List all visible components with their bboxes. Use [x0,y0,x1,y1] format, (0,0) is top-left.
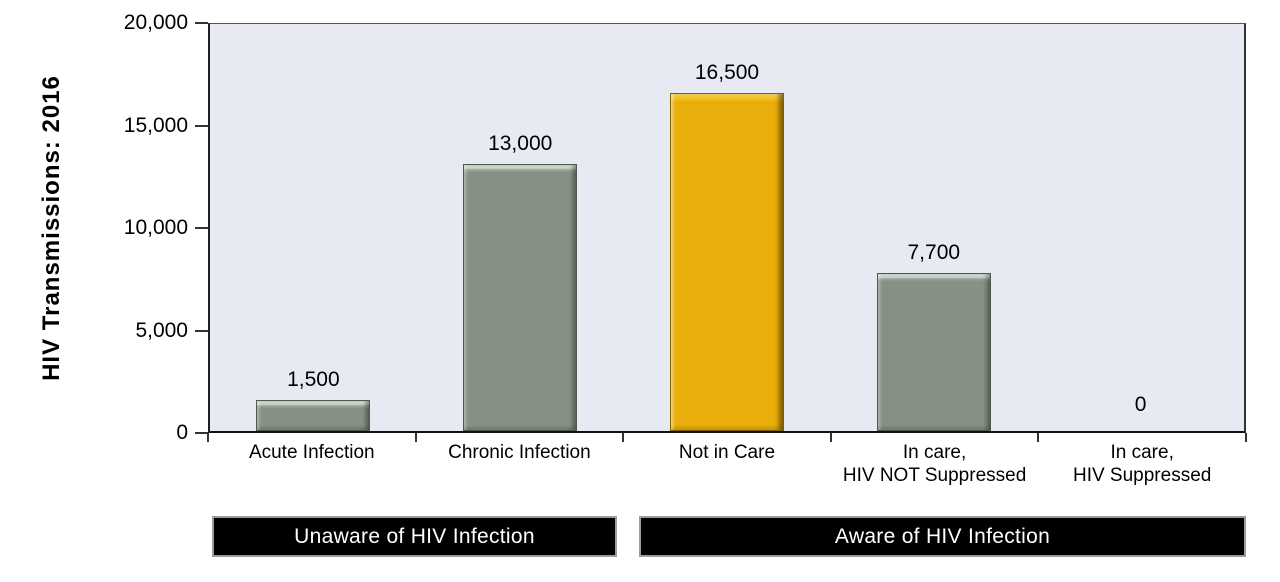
x-axis-category-label: Chronic Infection [416,441,624,487]
x-axis-category-label-line: Acute Infection [248,442,375,463]
bar-cell: 0 [1037,24,1244,431]
x-tick-mark [622,433,625,442]
y-tick-label: 5,000 [135,318,188,342]
y-tick-label: 15,000 [123,113,188,137]
y-tick-label: 20,000 [123,11,188,34]
x-axis-category-label-line: HIV Suppressed [1072,465,1212,486]
bar-value-label: 0 [1134,393,1147,416]
bar-cell: 7,700 [830,24,1037,431]
y-tick-label: 0 [176,421,188,444]
bar-value-label: 1,500 [287,368,340,391]
group-banner-aware: Aware of HIV Infection [639,516,1246,557]
y-tick-mark [195,124,208,127]
y-axis-title-text: HIV Transmissions: 2016 [38,75,66,381]
plot-area: 1,500 13,000 16,500 7,700 0 [208,23,1246,433]
x-tick-mark [414,433,417,442]
y-tick-mark [195,329,208,332]
x-axis-category-label-line: In care, [902,442,967,463]
bar-value-label: 13,000 [488,132,553,155]
x-axis-category-label: In care, HIV Suppressed [1038,441,1246,487]
x-axis-category-label: Acute Infection [208,441,416,487]
x-tick-mark [1245,433,1247,442]
x-axis-category-label-line: In care, [1110,442,1174,463]
x-tick-mark [829,433,832,442]
x-tick-mark [207,433,209,442]
bar-cell: 13,000 [417,24,624,431]
bar [463,164,578,431]
x-axis-category-label-line: Not in Care [678,442,776,463]
bar [256,400,371,431]
group-banner-unaware: Unaware of HIV Infection [212,516,617,557]
bar-cell: 16,500 [624,24,831,431]
x-axis-category-label: In care, HIV NOT Suppressed [831,441,1039,487]
x-axis-category-label: Not in Care [623,441,831,487]
x-axis-category-label-line: HIV NOT Suppressed [842,465,1027,486]
x-axis-category-label-line: Chronic Infection [448,442,591,463]
x-tick-mark [1037,433,1040,442]
y-tick-mark [195,22,208,24]
bar [876,273,991,431]
group-banner-aware-label: Aware of HIV Infection [834,524,1051,548]
bar-value-label: 16,500 [694,61,760,84]
y-axis-title: HIV Transmissions: 2016 [28,23,76,433]
bar [669,93,784,431]
group-banner-unaware-label: Unaware of HIV Infection [294,524,535,548]
y-tick-label: 10,000 [123,216,188,239]
bar-cell: 1,500 [210,24,417,431]
y-tick-mark [195,227,208,229]
bars-row: 1,500 13,000 16,500 7,700 0 [210,24,1244,431]
bar-value-label: 7,700 [907,241,961,264]
y-tick-mark [195,432,208,434]
x-axis-labels: Acute Infection Chronic Infection Not in C… [208,441,1246,487]
